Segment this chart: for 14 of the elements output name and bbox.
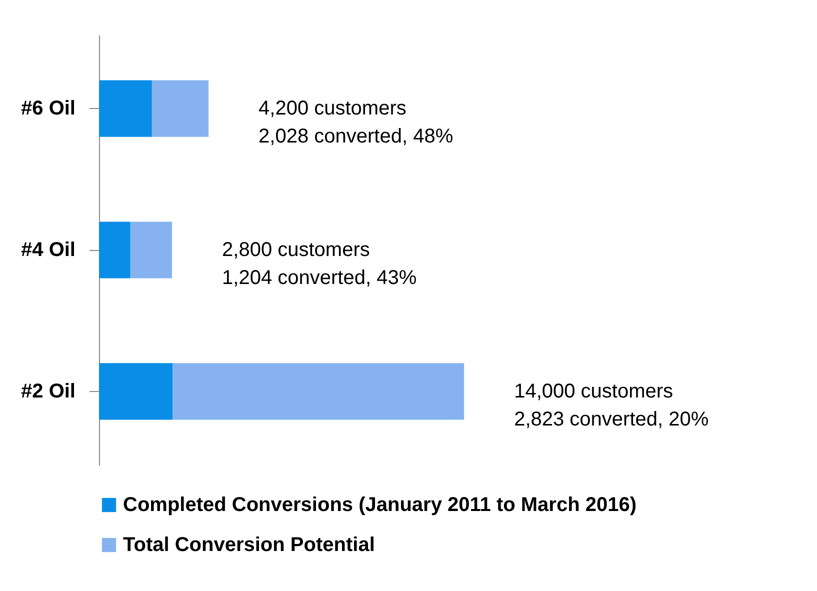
- y-tick-label: #6 Oil: [21, 98, 76, 120]
- legend-label: Total Conversion Potential: [123, 534, 375, 556]
- bar: [99, 80, 152, 137]
- annotation: 14,000 customers 2,823 converted, 20%: [514, 380, 709, 430]
- bar: [99, 363, 173, 420]
- legend-label: Completed Conversions (January 2011 to March 2016): [123, 494, 637, 516]
- y-tick-label: #4 Oil: [21, 239, 76, 261]
- bar: [152, 80, 209, 137]
- annotation: 2,800 customers 1,204 converted, 43%: [222, 239, 417, 289]
- bar: [172, 363, 464, 420]
- y-tick-label: #2 Oil: [21, 380, 76, 402]
- annotation: 4,200 customers 2,028 converted, 48%: [258, 98, 454, 148]
- bar: [130, 222, 172, 278]
- bar: [99, 222, 130, 278]
